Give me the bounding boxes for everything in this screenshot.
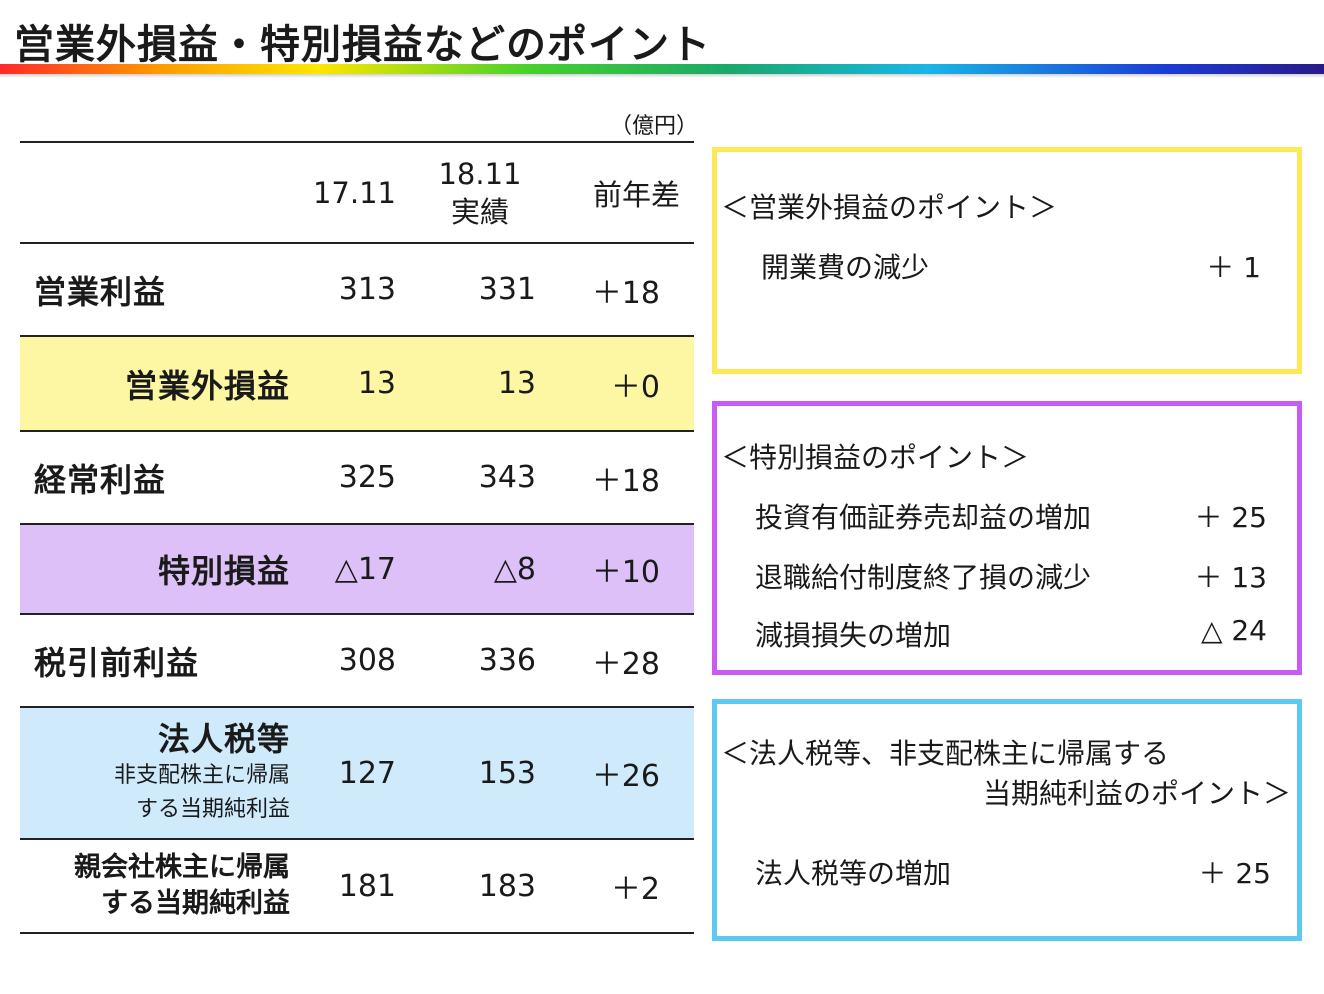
value-18-11: 183 <box>410 838 550 934</box>
point-label: 開業費の減少 <box>761 251 930 284</box>
row-label-group: 法人税等 非支配株主に帰属 する当期純利益 <box>20 706 290 840</box>
header-18-11-year: 18.11 <box>438 156 522 191</box>
header-18-11-actual: 18.11 実績 <box>410 141 550 244</box>
tax-points-box: ＜法人税等、非支配株主に帰属する 当期純利益のポイント＞ 法人税等の増加 ＋ 2… <box>712 699 1302 941</box>
value-18-11: 343 <box>410 430 550 525</box>
header-empty-cell <box>20 141 290 244</box>
row-label: 法人税等 <box>157 720 290 758</box>
table-row-net-income-parent: 親会社株主に帰属 する当期純利益 181 183 ＋2 <box>20 838 694 934</box>
value-diff: ＋18 <box>550 242 694 337</box>
value-17-11: 308 <box>290 613 410 708</box>
page-title: 営業外損益・特別損益などのポイント <box>14 22 711 68</box>
row-label-line-2: する当期純利益 <box>101 888 290 919</box>
point-label: 退職給付制度終了損の減少 <box>755 561 1092 594</box>
row-label-group: 親会社株主に帰属 する当期純利益 <box>20 838 290 934</box>
header-17-11: 17.11 <box>290 141 410 244</box>
unit-label: （億円） <box>610 114 699 139</box>
table-row-extraordinary: 特別損益 △17 △8 ＋10 <box>20 523 694 615</box>
point-label: 減損損失の増加 <box>755 619 952 652</box>
table-row-operating-income: 営業利益 313 331 ＋18 <box>20 242 694 337</box>
value-diff: ＋28 <box>550 613 694 708</box>
box-heading: ＜営業外損益のポイント＞ <box>721 191 1058 224</box>
point-value: ＋ 25 <box>1198 857 1271 890</box>
value-17-11: △17 <box>290 523 410 615</box>
value-18-11: 331 <box>410 242 550 337</box>
header-yoy-diff: 前年差 <box>550 141 694 244</box>
table-row-non-operating: 営業外損益 13 13 ＋0 <box>20 335 694 432</box>
value-diff: ＋0 <box>550 335 694 432</box>
row-label: 営業利益 <box>20 242 290 337</box>
row-label: 特別損益 <box>20 523 290 615</box>
box-heading-line-2: 当期純利益のポイント＞ <box>982 777 1291 810</box>
point-label: 投資有価証券売却益の増加 <box>755 501 1092 534</box>
point-value: ＋ 1 <box>1206 251 1261 284</box>
table-header-row: 17.11 18.11 実績 前年差 <box>20 141 694 244</box>
value-18-11: 13 <box>410 335 550 432</box>
row-label: 経常利益 <box>20 430 290 525</box>
table-row-ordinary-income: 経常利益 325 343 ＋18 <box>20 430 694 525</box>
row-label-line-1: 親会社株主に帰属 <box>74 852 290 883</box>
value-17-11: 127 <box>290 706 410 840</box>
point-value: △ 24 <box>1200 614 1267 647</box>
value-diff: ＋10 <box>550 523 694 615</box>
header-18-11-actual-label: 実績 <box>450 194 509 229</box>
extraordinary-points-box: ＜特別損益のポイント＞ 投資有価証券売却益の増加 ＋ 25 退職給付制度終了損の… <box>712 401 1302 675</box>
row-sublabel-1: 非支配株主に帰属 <box>113 763 290 788</box>
value-diff: ＋18 <box>550 430 694 525</box>
non-operating-points-box: ＜営業外損益のポイント＞ 開業費の減少 ＋ 1 <box>712 147 1302 374</box>
table-row-pretax-income: 税引前利益 308 336 ＋28 <box>20 613 694 708</box>
value-17-11: 313 <box>290 242 410 337</box>
point-value: ＋ 13 <box>1194 561 1267 594</box>
value-18-11: △8 <box>410 523 550 615</box>
divider-shadow <box>0 74 1324 78</box>
row-label: 営業外損益 <box>20 335 290 432</box>
row-sublabel-2: する当期純利益 <box>135 797 290 822</box>
box-heading-line-1: ＜法人税等、非支配株主に帰属する <box>721 737 1170 770</box>
value-17-11: 325 <box>290 430 410 525</box>
value-diff: ＋2 <box>550 838 694 934</box>
point-value: ＋ 25 <box>1194 501 1267 534</box>
point-label: 法人税等の増加 <box>755 857 952 890</box>
value-18-11: 336 <box>410 613 550 708</box>
value-17-11: 181 <box>290 838 410 934</box>
table-row-taxes: 法人税等 非支配株主に帰属 する当期純利益 127 153 ＋26 <box>20 706 694 840</box>
value-18-11: 153 <box>410 706 550 840</box>
row-label: 税引前利益 <box>20 613 290 708</box>
box-heading: ＜特別損益のポイント＞ <box>721 441 1030 474</box>
rainbow-divider <box>0 64 1324 74</box>
value-17-11: 13 <box>290 335 410 432</box>
value-diff: ＋26 <box>550 706 694 840</box>
financial-table: 17.11 18.11 実績 前年差 営業利益 313 331 ＋18 営業外損… <box>20 141 694 934</box>
